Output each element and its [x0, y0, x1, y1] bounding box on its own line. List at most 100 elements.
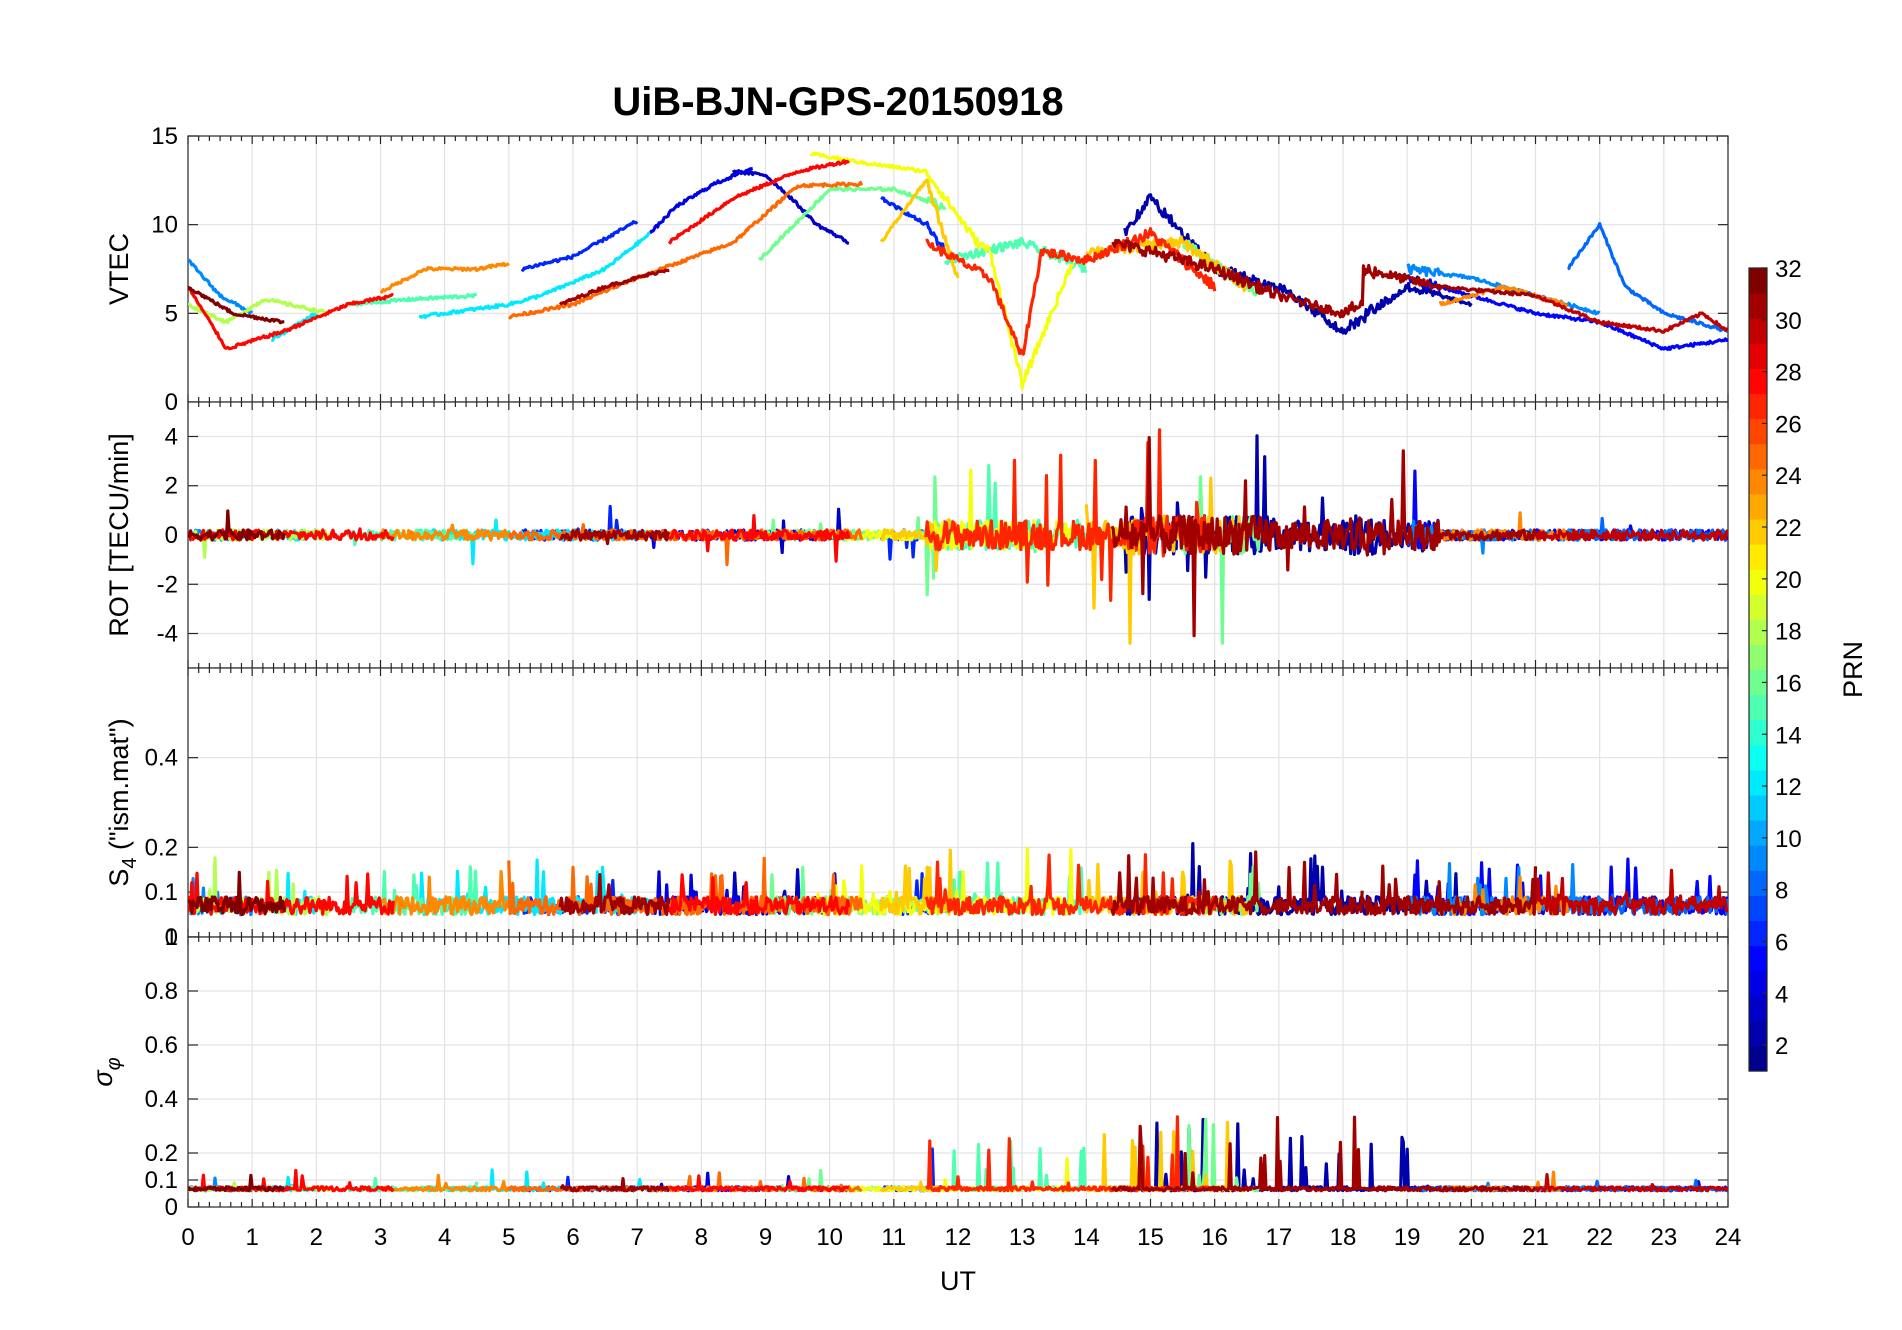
prn-colorbar: 32 30 28 26 24 22 20 18 16 14 12 10 8 6 4 2 PRN: [1748, 256, 1868, 1072]
y-tick-label: 10: [151, 212, 178, 239]
colorbar-tick-label: 30: [1775, 308, 1802, 335]
trace-prn-24: [379, 870, 511, 917]
colorbar-swatch: [1749, 594, 1767, 620]
colorbar-swatch: [1749, 945, 1767, 972]
x-tick-label: 14: [1073, 1224, 1100, 1251]
colorbar-tick-label: 24: [1775, 463, 1802, 490]
trace-prn-4: [648, 166, 753, 235]
colorbar-swatch: [1749, 293, 1767, 319]
colorbar-swatch: [1749, 895, 1767, 922]
y-tick-label: 0: [165, 1194, 178, 1221]
x-tick-label: 1: [245, 1224, 258, 1251]
traces: [188, 428, 1728, 645]
x-tick-label: 3: [374, 1224, 387, 1251]
y-axis-label: VTEC: [104, 233, 134, 305]
colorbar-tick-label: 32: [1775, 256, 1802, 283]
chart-title: UiB-BJN-GPS-20150918: [612, 80, 1063, 124]
trace-prn-28: [667, 873, 851, 916]
colorbar-swatch: [1749, 845, 1767, 871]
y-axis-label: S4 ("ism.mat"): [104, 718, 141, 886]
colorbar-swatch: [1749, 870, 1767, 896]
colorbar-swatch: [1749, 418, 1767, 445]
colorbar-swatch: [1749, 443, 1767, 470]
colorbar-swatch: [1749, 744, 1767, 771]
colorbar-tick-label: 10: [1775, 826, 1802, 853]
x-tick-label: 20: [1458, 1224, 1485, 1251]
trace-prn-31: [1361, 1185, 1537, 1193]
colorbar-tick-label: 8: [1775, 878, 1788, 905]
y-tick-label: 5: [165, 300, 178, 327]
colorbar-swatch: [1749, 368, 1767, 395]
y-tick-label: 0.4: [145, 745, 178, 772]
trace-prn-28: [188, 285, 394, 351]
trace-prn-31: [1110, 1115, 1281, 1193]
x-tick-label: 22: [1586, 1224, 1613, 1251]
traces: [188, 151, 1728, 390]
colorbar-swatch: [1749, 268, 1767, 294]
x-tick-label: 13: [1009, 1224, 1036, 1251]
traces: [188, 1115, 1728, 1193]
y-tick-label: 0.1: [145, 879, 178, 906]
colorbar-swatch: [1749, 970, 1767, 997]
trace-prn-31: [1360, 864, 1538, 917]
trace-prn-31: [1277, 291, 1364, 319]
colorbar-swatch: [1749, 920, 1767, 947]
trace-prn-31: [1360, 263, 1536, 307]
colorbar-swatch: [1749, 820, 1767, 846]
trace-prn-31: [558, 268, 670, 306]
trace-prn-31: [1277, 505, 1364, 572]
trace-prn-32: [188, 1173, 286, 1193]
x-tick-label: 17: [1265, 1224, 1292, 1251]
y-tick-label: 0.2: [145, 834, 178, 861]
y-tick-label: 0.2: [145, 1140, 178, 1167]
x-tick-label: 18: [1330, 1224, 1357, 1251]
x-tick-label: 2: [310, 1224, 323, 1251]
y-tick-label: 4: [165, 423, 178, 450]
colorbar-tick-label: 2: [1775, 1033, 1788, 1060]
trace-prn-24: [379, 523, 511, 542]
y-tick-label: 0: [165, 389, 178, 416]
x-tick-label: 8: [695, 1224, 708, 1251]
x-tick-label: 0: [181, 1224, 194, 1251]
trace-prn-22: [879, 178, 960, 279]
trace-prn-27: [924, 860, 1024, 917]
trace-prn-15: [943, 236, 1088, 274]
colorbar-swatch: [1749, 1045, 1767, 1072]
trace-prn-31: [559, 528, 671, 546]
colorbar-swatch: [1749, 343, 1767, 369]
x-tick-label: 16: [1201, 1224, 1228, 1251]
y-tick-label: 2: [165, 473, 178, 500]
trace-prn-9: [188, 258, 254, 315]
y-tick-label: -4: [157, 621, 178, 648]
trace-prn-30: [1533, 528, 1728, 542]
x-axis-label: UT: [940, 1266, 976, 1296]
trace-prn-31: [1110, 850, 1281, 917]
colorbar-swatch: [1749, 1020, 1767, 1047]
trace-prn-32: [188, 870, 286, 917]
trace-prn-25: [507, 275, 638, 320]
y-tick-label: 0.4: [145, 1086, 178, 1113]
y-tick-label: 0.8: [145, 978, 178, 1005]
trace-prn-32: [188, 285, 285, 325]
trace-prn-31: [1111, 238, 1280, 299]
trace-prn-12: [539, 231, 651, 298]
trace-prn-31: [1110, 436, 1281, 638]
colorbar-swatch: [1749, 393, 1767, 420]
trace-prn-18: [188, 297, 331, 325]
colorbar-swatch: [1749, 995, 1767, 1022]
x-tick-label: 7: [630, 1224, 643, 1251]
trace-prn-28: [668, 1174, 850, 1193]
x-tick-label: 12: [945, 1224, 972, 1251]
panel-2: 4 2 0 -2 -4 ROT [TECU/min]: [104, 401, 1729, 669]
trace-prn-30: [1534, 294, 1728, 334]
x-tick-label: 11: [881, 1224, 906, 1251]
x-tick-label: 6: [566, 1224, 579, 1251]
colorbar-swatch: [1749, 518, 1767, 545]
trace-prn-27: [925, 1137, 1024, 1193]
y-axis-label: ROT [TECU/min]: [104, 433, 134, 637]
colorbar-label: PRN: [1838, 641, 1868, 698]
colorbar-tick-label: 20: [1775, 567, 1802, 594]
traces: [188, 842, 1728, 917]
